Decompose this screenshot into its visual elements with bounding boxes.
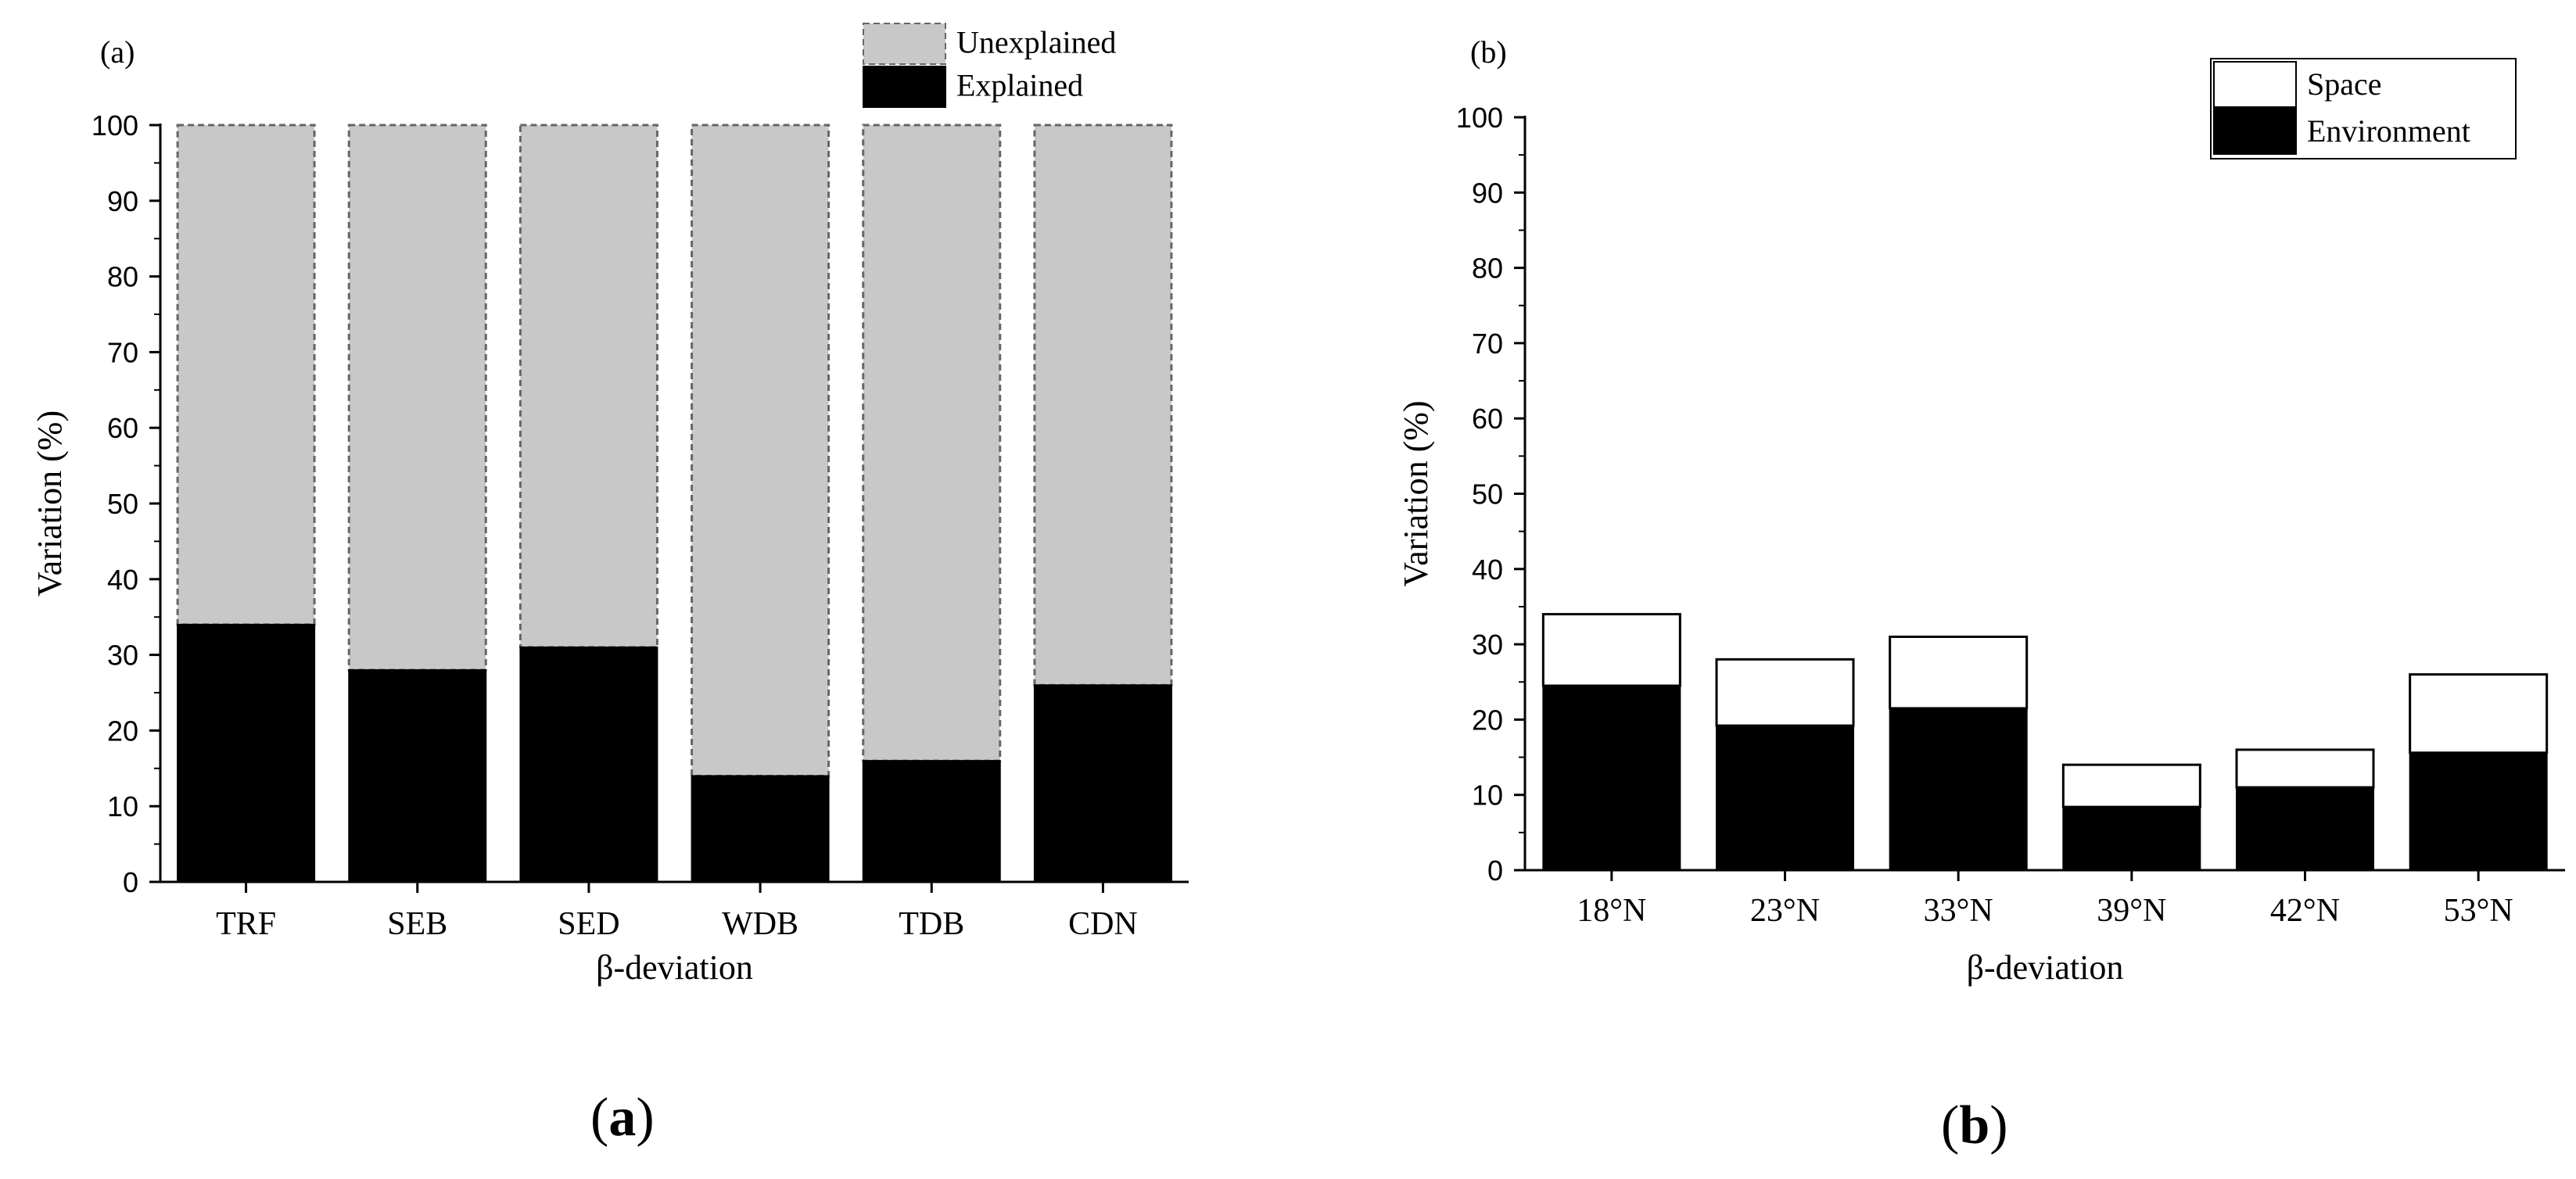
y-tick-label: 0 [1487, 855, 1503, 887]
bar-environment-1 [1716, 725, 1854, 871]
y-axis-label: Variation (%) [30, 410, 69, 597]
bar-unexplained-5 [1033, 124, 1173, 686]
bar-environment-4 [2236, 787, 2374, 872]
bar-environment-2 [1889, 707, 2028, 872]
x-tick-label: 42°N [2270, 893, 2340, 929]
y-tick-label: 90 [107, 185, 138, 217]
x-axis-label: β-deviation [596, 948, 753, 987]
y-tick-label: 30 [1472, 629, 1503, 661]
y-tick-label: 60 [1472, 403, 1503, 435]
x-tick-label: TDB [899, 906, 964, 942]
x-tick-label: SEB [387, 906, 447, 942]
bar-space-5 [2409, 673, 2549, 754]
bar-unexplained-4 [862, 124, 1002, 762]
legend-label-explained: Explained [956, 67, 1083, 102]
bar-space-4 [2235, 748, 2375, 789]
y-tick-label: 80 [1472, 253, 1503, 285]
bar-space-3 [2061, 763, 2201, 808]
panel-a-chart: (a) TRF SEB SED WDB TDB CDN 0 10 20 30 40 50 60 70 80 90… [30, 20, 1189, 987]
bar-space-1 [1715, 658, 1855, 727]
panel-a-caption-letter: a [608, 1088, 637, 1148]
bar-environment-0 [1542, 685, 1681, 871]
bar-explained-1 [348, 668, 487, 883]
y-tick-label: 30 [107, 640, 138, 672]
bar-unexplained-0 [176, 124, 316, 626]
y-tick-label: 70 [1472, 328, 1503, 360]
x-axis-label: β-deviation [1967, 948, 2124, 987]
bar-unexplained-2 [518, 124, 658, 649]
y-tick-label: 50 [1472, 478, 1503, 511]
y-tick-label: 70 [107, 336, 138, 368]
legend-label-environment: Environment [2307, 113, 2470, 149]
x-tick-label: 39°N [2097, 893, 2166, 929]
panel-b-caption: (b) [1941, 1095, 2008, 1156]
x-tick-label: TRF [216, 906, 276, 942]
y-tick-label: 20 [107, 715, 138, 747]
y-tick-label: 40 [1472, 554, 1503, 586]
y-tick-label: 100 [91, 109, 138, 142]
x-tick-label: 53°N [2444, 893, 2513, 929]
y-tick-label: 90 [1472, 177, 1503, 209]
panel-b-tag: (b) [1470, 34, 1507, 70]
bar-explained-2 [519, 646, 658, 883]
legend-swatch-space [2213, 61, 2297, 108]
x-tick-label: 23°N [1750, 893, 1820, 929]
y-tick-label: 20 [1472, 704, 1503, 736]
y-tick-label: 80 [107, 261, 138, 293]
legend-swatch-unexplained [863, 23, 946, 65]
panel-a-tag: (a) [100, 34, 135, 70]
legend-swatch-explained [863, 66, 946, 108]
y-tick-label: 50 [107, 488, 138, 520]
bar-unexplained-3 [691, 124, 831, 777]
panel-b-chart: (b) 18°N 23°N 33°N 39°N 42°N 53°N 0 10 20 30 40 50 60… [1397, 34, 2565, 987]
legend-label-unexplained: Unexplained [956, 24, 1116, 59]
bar-environment-5 [2409, 751, 2548, 871]
bar-space-2 [1889, 635, 2029, 710]
bar-space-0 [1541, 613, 1681, 687]
bar-explained-3 [691, 775, 830, 883]
bar-unexplained-1 [347, 124, 487, 672]
legend-swatch-environment [2213, 108, 2297, 155]
bar-explained-0 [177, 623, 316, 883]
panel-b-caption-letter: b [1959, 1095, 1990, 1156]
y-tick-label: 60 [107, 412, 138, 444]
panel-a-caption: (a) [590, 1088, 655, 1148]
bar-explained-5 [1033, 684, 1172, 883]
x-tick-label: WDB [722, 906, 798, 942]
y-tick-label: 100 [1456, 102, 1503, 134]
x-tick-label: SED [558, 906, 619, 942]
y-tick-label: 10 [1472, 779, 1503, 812]
y-axis-label: Variation (%) [1397, 400, 1435, 586]
legend-label-space: Space [2307, 66, 2382, 102]
y-tick-label: 10 [107, 790, 138, 822]
bar-environment-3 [2062, 806, 2201, 872]
x-tick-label: 33°N [1924, 893, 1993, 929]
y-tick-label: 0 [123, 866, 138, 898]
x-tick-label: 18°N [1577, 893, 1646, 929]
x-tick-label: CDN [1068, 906, 1138, 942]
bar-explained-4 [862, 760, 1001, 883]
y-tick-label: 40 [107, 564, 138, 596]
